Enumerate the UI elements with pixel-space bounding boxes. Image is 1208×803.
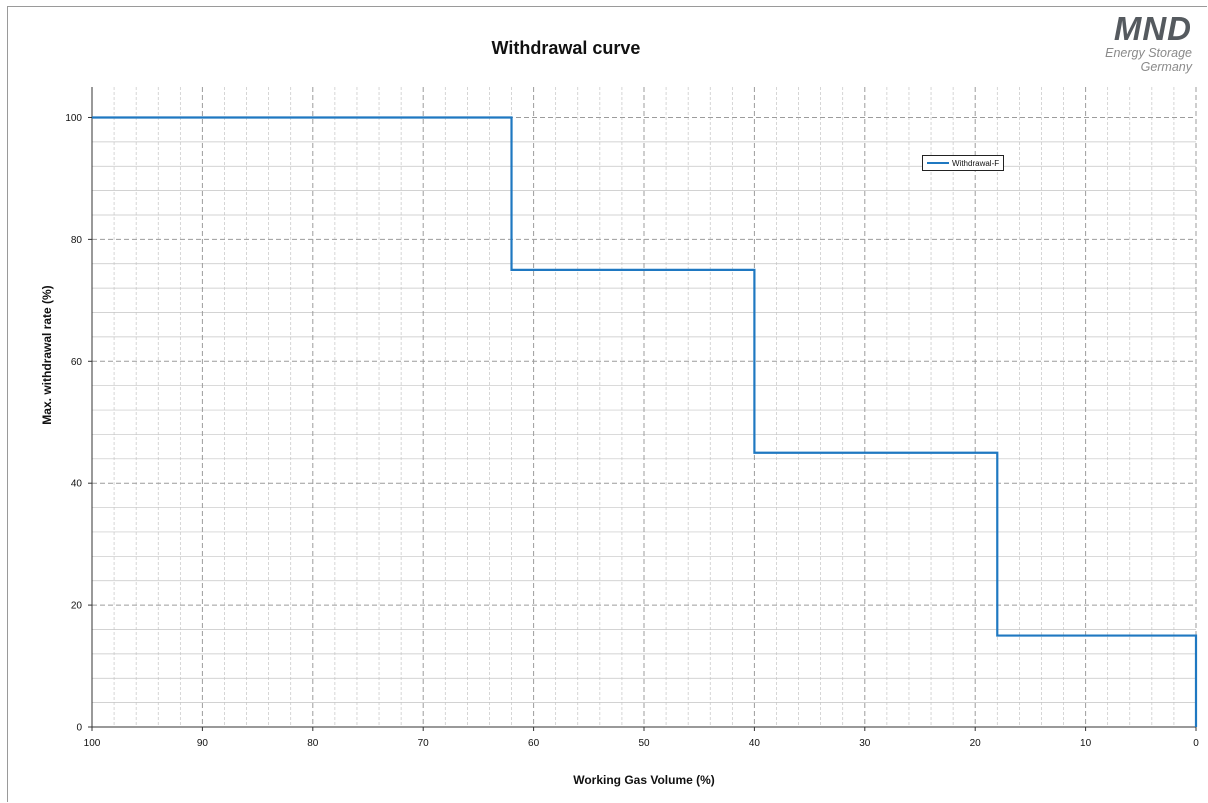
x-tick-label: 80 (307, 738, 319, 749)
y-tick-label: 60 (71, 357, 83, 368)
company-logo: MND Energy Storage Germany (1072, 8, 1192, 78)
legend-label: Withdrawal-F (952, 158, 1000, 168)
y-tick-label: 20 (71, 601, 83, 612)
legend-swatch (927, 162, 949, 164)
x-tick-label: 70 (418, 738, 430, 749)
x-tick-label: 100 (84, 738, 101, 749)
x-tick-label: 30 (859, 738, 871, 749)
x-tick-label: 50 (638, 738, 650, 749)
x-tick-label: 20 (970, 738, 982, 749)
x-tick-label: 10 (1080, 738, 1092, 749)
logo-mark: MND (1113, 10, 1192, 47)
y-tick-label: 0 (76, 723, 82, 734)
x-tick-label: 40 (749, 738, 761, 749)
y-axis-label: Max. withdrawal rate (%) (40, 285, 54, 425)
y-tick-label: 80 (71, 235, 83, 246)
logo-tagline-country: Germany (1140, 60, 1192, 74)
x-tick-label: 0 (1193, 738, 1199, 749)
x-axis-label: Working Gas Volume (%) (573, 773, 715, 787)
y-tick-label: 100 (65, 113, 82, 124)
chart-title: Withdrawal curve (491, 38, 641, 58)
x-tick-label: 90 (197, 738, 209, 749)
logo-tagline: Energy Storage (1105, 46, 1192, 60)
series-line-withdrawal (92, 116, 1198, 727)
y-tick-label: 40 (71, 479, 83, 490)
x-tick-label: 60 (528, 738, 540, 749)
legend: Withdrawal-F (922, 155, 1005, 171)
chart-frame (7, 6, 1207, 802)
